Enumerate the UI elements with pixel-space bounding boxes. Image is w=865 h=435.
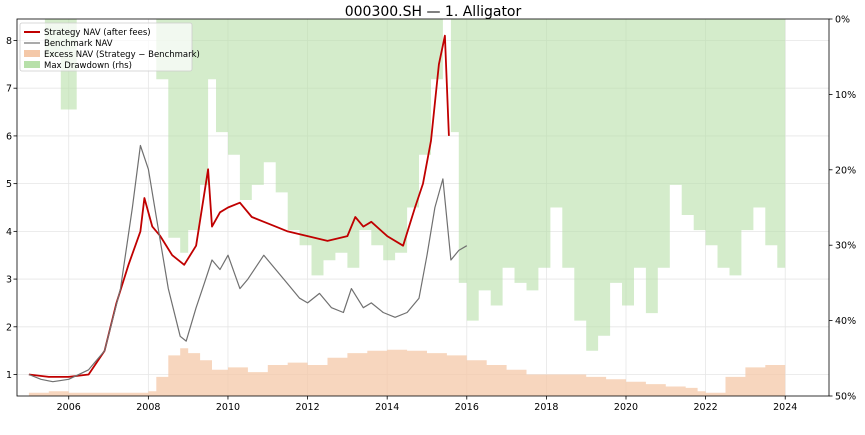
chart-title: 000300.SH — 1. Alligator <box>345 4 522 20</box>
x-tick-label: 2010 <box>216 402 240 413</box>
axis-layer: 2006 2008 2010 2012 2014 2016 2018 2020 2022 2024… <box>6 15 856 414</box>
series-benchmark-nav-line <box>28 144 468 383</box>
legend-label: Excess NAV (Strategy − Benchmark) <box>44 50 200 60</box>
y-tick-label: 5 <box>6 179 12 190</box>
x-tick-label: 2022 <box>694 402 718 413</box>
y-tick-label: 4 <box>6 227 12 238</box>
series-strategy-nav-line <box>28 34 450 378</box>
x-tick-label: 2018 <box>534 402 558 413</box>
excess-layer <box>28 348 786 396</box>
y-tick-label: 3 <box>6 275 12 286</box>
x-tick-label: 2016 <box>455 402 479 413</box>
y2-tick-label: 40% <box>835 316 856 327</box>
y2-tick-label: 10% <box>835 90 856 101</box>
x-tick-label: 2008 <box>136 402 160 413</box>
legend-box <box>19 22 193 72</box>
legend-label: Strategy NAV (after fees) <box>44 28 151 38</box>
x-tick-label: 2020 <box>614 402 638 413</box>
y2-tick-label: 30% <box>835 241 856 252</box>
series-max-drawdown-area <box>28 19 786 351</box>
legend-swatch <box>24 61 40 68</box>
y-tick-label: 7 <box>6 84 12 95</box>
series-excess-nav-area <box>28 348 786 396</box>
x-tick-label: 2024 <box>773 402 797 413</box>
legend-label: Benchmark NAV <box>44 39 113 49</box>
y-tick-label: 6 <box>6 131 12 142</box>
y2-tick-label: 50% <box>835 392 856 403</box>
y-tick-label: 8 <box>6 36 12 47</box>
y2-tick-label: 0% <box>835 15 850 26</box>
y-tick-label: 1 <box>6 370 12 381</box>
x-tick-label: 2014 <box>375 402 399 413</box>
x-tick-label: 2006 <box>57 402 81 413</box>
y-tick-label: 2 <box>6 322 12 333</box>
line-layer <box>28 34 468 383</box>
chart-legend: Strategy NAV (after fees)Benchmark NAVEx… <box>19 22 200 72</box>
y2-tick-label: 20% <box>835 165 856 176</box>
legend-swatch <box>24 50 40 57</box>
legend-label: Max Drawdown (rhs) <box>44 61 132 71</box>
plot-frame <box>16 18 830 397</box>
x-tick-label: 2012 <box>295 402 319 413</box>
drawdown-layer <box>28 19 786 351</box>
